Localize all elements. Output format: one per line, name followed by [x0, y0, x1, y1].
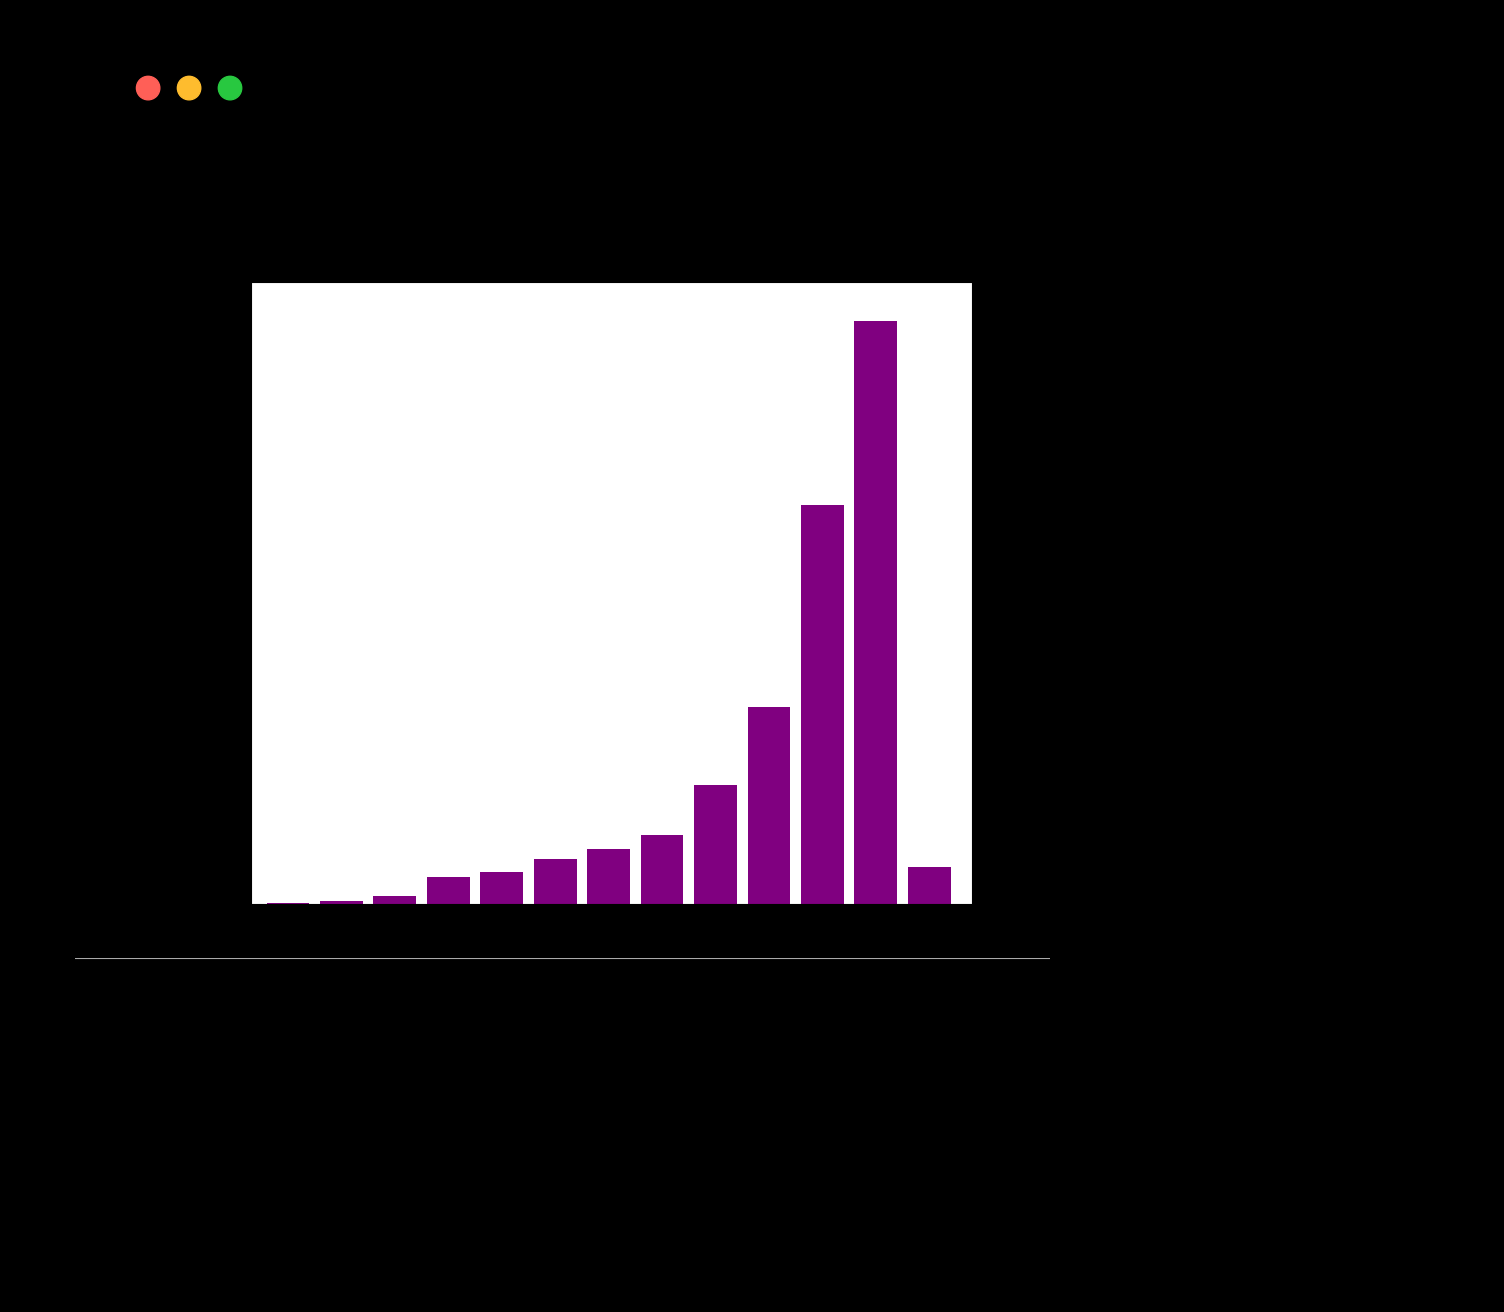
Bar: [266, 903, 310, 904]
Circle shape: [137, 76, 159, 100]
Bar: [480, 872, 523, 904]
Bar: [854, 320, 898, 904]
Bar: [534, 859, 576, 904]
Bar: [908, 867, 951, 904]
Bar: [373, 896, 417, 904]
Bar: [693, 786, 737, 904]
Bar: [747, 707, 790, 904]
Circle shape: [218, 76, 242, 100]
Title: Number of Movies in our Dataset by Decade: Number of Movies in our Dataset by Decad…: [334, 247, 889, 270]
Bar: [587, 849, 630, 904]
Bar: [641, 834, 683, 904]
Bar: [802, 505, 844, 904]
Bar: [427, 876, 469, 904]
Bar: [320, 900, 362, 904]
Circle shape: [177, 76, 200, 100]
Text: Figure 1: Figure 1: [526, 76, 599, 94]
